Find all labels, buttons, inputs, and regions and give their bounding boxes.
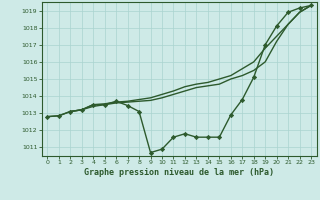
X-axis label: Graphe pression niveau de la mer (hPa): Graphe pression niveau de la mer (hPa) [84,168,274,177]
